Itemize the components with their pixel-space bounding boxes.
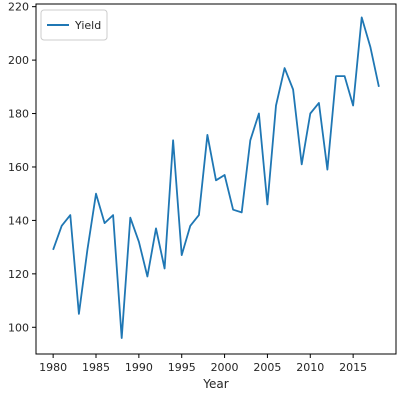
x-tick-label: 1980 [39,361,67,374]
x-tick-label: 1985 [82,361,110,374]
x-tick-label: 2015 [339,361,367,374]
x-tick-label: 2010 [296,361,324,374]
y-tick-label: 100 [8,321,29,334]
series-line-yield [52,16,380,339]
x-tick-label: 1990 [125,361,153,374]
y-tick-label: 180 [8,108,29,121]
y-tick-label: 200 [8,54,29,67]
x-tick-label: 2005 [253,361,281,374]
y-tick-label: 140 [8,214,29,227]
y-tick-label: 160 [8,161,29,174]
plot-frame [35,3,397,355]
y-tick-label: 120 [8,268,29,281]
legend-box [40,9,108,41]
x-tick-label: 2000 [211,361,239,374]
x-tick-label: 1995 [168,361,196,374]
legend-label: Yield [74,19,101,32]
x-axis-label: Year [202,377,228,391]
y-tick-label: 220 [8,1,29,14]
